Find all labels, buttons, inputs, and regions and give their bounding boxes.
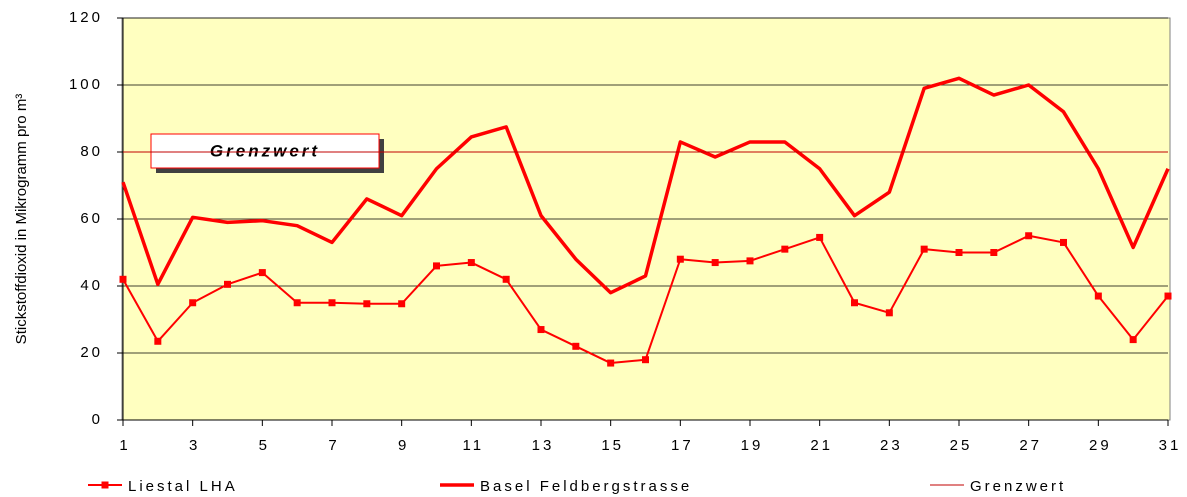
x-tick-label: 21 xyxy=(810,437,833,454)
marker xyxy=(433,262,440,270)
x-tick-label: 31 xyxy=(1159,437,1182,454)
marker xyxy=(467,259,475,267)
y-tick-label: 0 xyxy=(92,411,103,428)
x-tick-label: 7 xyxy=(328,437,339,454)
line xyxy=(121,76,1170,295)
marker xyxy=(816,233,824,241)
marker xyxy=(119,275,127,283)
marker xyxy=(363,300,371,308)
x-tick-label: 19 xyxy=(741,437,764,454)
legend-label: Liestal LHA xyxy=(128,478,238,495)
marker xyxy=(1025,232,1033,240)
y-tick-label: 120 xyxy=(69,9,103,26)
y-tick-label: 100 xyxy=(69,76,103,93)
marker xyxy=(398,300,406,308)
marker xyxy=(1060,238,1067,246)
marker xyxy=(990,249,998,256)
marker xyxy=(537,326,545,334)
marker xyxy=(502,275,510,283)
annotation: Grenzwert xyxy=(210,141,320,160)
x-tick-label: 29 xyxy=(1089,437,1112,454)
marker xyxy=(607,359,615,367)
x-tick-label: 23 xyxy=(880,437,903,454)
legend-label: Basel Feldbergstrasse xyxy=(480,478,692,495)
marker xyxy=(676,255,684,263)
y-tick-label: 60 xyxy=(80,210,103,227)
marker xyxy=(851,299,858,307)
marker xyxy=(224,280,231,288)
y-tick-label: 80 xyxy=(80,143,103,160)
marker xyxy=(293,299,301,307)
marker xyxy=(885,309,893,317)
marker xyxy=(1164,292,1172,300)
legend-item: Basel Feldbergstrasse xyxy=(440,478,692,495)
y-tick-label: 20 xyxy=(80,344,103,361)
legend-item: Grenzwert xyxy=(930,478,1066,495)
marker xyxy=(1129,336,1137,344)
annotation-box xyxy=(150,133,380,169)
x-tick-label: 13 xyxy=(532,437,555,454)
y-axis-label: Stickstoffdioxid in Mikrogramm pro m³ xyxy=(13,94,30,345)
marker xyxy=(189,299,197,307)
marker xyxy=(328,299,336,307)
marker xyxy=(955,249,963,256)
x-tick-label: 11 xyxy=(463,437,485,454)
marker xyxy=(1094,292,1102,300)
marker xyxy=(781,245,789,253)
x-tick-label: 1 xyxy=(119,437,130,454)
x-tick-label: 25 xyxy=(950,437,973,454)
marker xyxy=(746,257,754,265)
legend-label: Grenzwert xyxy=(970,478,1066,495)
x-tick-label: 3 xyxy=(189,437,200,454)
y-tick-label: 40 xyxy=(80,277,103,294)
x-tick-label: 15 xyxy=(601,437,624,454)
x-tick-label: 27 xyxy=(1019,437,1042,454)
marker xyxy=(572,342,580,350)
marker xyxy=(154,337,162,345)
x-tick-label: 17 xyxy=(671,437,694,454)
marker xyxy=(642,356,649,364)
marker xyxy=(711,259,719,267)
marker xyxy=(920,245,928,253)
marker xyxy=(258,269,266,277)
legend-item: Liestal LHA xyxy=(88,478,238,495)
legend-marker xyxy=(101,481,109,489)
x-tick-label: 9 xyxy=(398,437,409,454)
x-tick-label: 5 xyxy=(259,437,270,454)
